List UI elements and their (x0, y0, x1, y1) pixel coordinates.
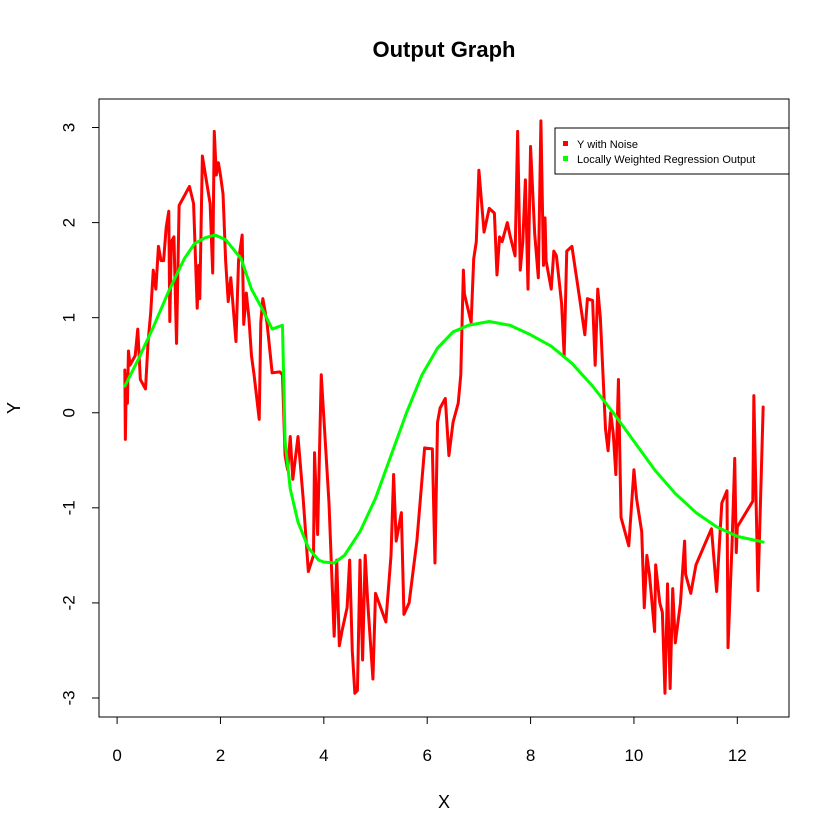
legend-label-noise: Y with Noise (577, 139, 638, 151)
legend-box (554, 127, 790, 175)
y-tick-label: -2 (59, 595, 78, 610)
x-tick-label: 10 (624, 746, 643, 765)
y-tick-label: 0 (59, 408, 78, 417)
x-tick-label: 2 (216, 746, 225, 765)
x-tick-label: 8 (526, 746, 535, 765)
legend: Y with Noise Locally Weighted Regression… (554, 127, 790, 175)
x-tick-label: 0 (112, 746, 121, 765)
chart-title: Output Graph (373, 37, 516, 62)
x-axis-label: X (438, 792, 450, 812)
y-tick-label: 1 (59, 313, 78, 322)
legend-label-regression: Locally Weighted Regression Output (577, 154, 755, 166)
series-layer (123, 119, 765, 695)
x-tick-label: 6 (422, 746, 431, 765)
y-tick-label: -1 (59, 500, 78, 515)
y-tick-label: 2 (59, 218, 78, 227)
x-tick-label: 12 (728, 746, 747, 765)
y-tick-label: 3 (59, 123, 78, 132)
y-tick-label: -3 (59, 690, 78, 705)
series-line-regression (123, 233, 765, 565)
x-axis: 0 2 4 6 8 10 12 (112, 716, 747, 765)
legend-marker-noise (563, 141, 568, 146)
y-axis: -3 -2 -1 0 1 2 3 (59, 123, 100, 706)
series-line-noise (123, 119, 765, 695)
y-axis-label: Y (4, 402, 24, 414)
x-tick-label: 4 (319, 746, 328, 765)
legend-marker-regression (563, 156, 568, 161)
